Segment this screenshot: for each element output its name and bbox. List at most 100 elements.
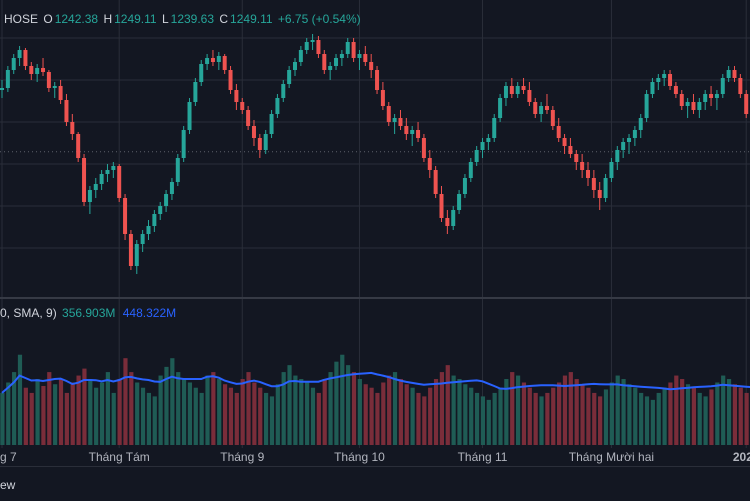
candle-body (140, 234, 145, 244)
x-tick-label: Tháng Tám (89, 450, 150, 464)
volume-bar (264, 392, 269, 445)
candle-body (650, 82, 655, 94)
volume-bar (639, 392, 644, 445)
candle-body (685, 102, 690, 106)
candle-body (304, 42, 309, 50)
candle-body (615, 150, 620, 162)
volume-params: 0, SMA, 9) (0, 306, 57, 320)
candle-body (574, 154, 579, 162)
volume-bar (744, 392, 749, 445)
candle-body (146, 226, 151, 234)
candle-body (714, 94, 719, 98)
volume-bar (305, 382, 310, 445)
volume-bar (539, 396, 544, 445)
candle-body (281, 84, 286, 98)
volume-bar (533, 392, 538, 445)
volume-bar (164, 366, 169, 445)
candle-body (152, 214, 157, 226)
volume-bar (70, 382, 75, 445)
candle-body (392, 118, 397, 122)
x-tick-label: 2025 (733, 450, 750, 464)
candle-body (35, 68, 40, 74)
candle-body (234, 90, 239, 102)
volume-bar (545, 392, 550, 445)
low-value: 1239.63 (170, 12, 215, 26)
volume-bar (439, 372, 444, 445)
candle-body (369, 62, 374, 70)
candle-body (732, 70, 737, 78)
volume-bar (94, 387, 99, 445)
volume-bar (592, 392, 597, 445)
candle-body (533, 102, 538, 114)
candle-body (210, 58, 215, 62)
candle-body (251, 126, 256, 138)
candle-body (468, 162, 473, 178)
candle-body (662, 74, 667, 78)
volume-bar (105, 372, 110, 445)
candle-body (52, 86, 57, 88)
volume-bar (662, 387, 667, 445)
volume-bar (316, 392, 321, 445)
candle-body (673, 86, 678, 94)
volume-bar (246, 372, 251, 445)
candle-body (668, 74, 673, 86)
candle-body (421, 138, 426, 158)
candle-body (175, 158, 180, 182)
volume-bar (732, 384, 737, 445)
candle-body (339, 54, 344, 58)
volume-bar (422, 396, 427, 445)
volume-bar (375, 392, 380, 445)
candle-body (0, 88, 4, 90)
volume-bar (557, 382, 562, 445)
volume-bar (644, 396, 650, 445)
volume-bar (562, 375, 568, 445)
volume-bar (293, 375, 298, 445)
candle-body (322, 54, 327, 70)
candle-body (744, 94, 749, 114)
candle-body (99, 174, 104, 184)
candle-body (410, 130, 415, 134)
volume-bar (269, 396, 275, 445)
symbol-label: HOSE (4, 12, 39, 26)
volume-bar (726, 379, 732, 445)
candle-body (41, 68, 46, 72)
volume-bar (193, 387, 198, 445)
volume-bar (240, 379, 245, 445)
candle-body (345, 42, 350, 54)
volume-bar (510, 372, 515, 445)
sma-value: 448.322M (122, 306, 177, 320)
candle-body (451, 210, 456, 226)
volume-bar (146, 392, 151, 445)
volume-bar (633, 387, 638, 445)
candle-body (638, 118, 643, 130)
candle-body (627, 138, 632, 142)
volume-bar (152, 396, 157, 445)
candle-body (287, 70, 292, 84)
candle-body (474, 150, 479, 162)
low-label: L (161, 12, 169, 26)
bottom-bar-text[interactable]: ew (0, 478, 16, 492)
volume-bar (199, 392, 204, 445)
candle-body (486, 138, 491, 142)
candle-body (134, 244, 139, 266)
candle-body (480, 142, 485, 150)
close-value: 1249.11 (230, 12, 273, 26)
volume-bar (738, 387, 743, 445)
candle-body (298, 50, 303, 62)
volume-bar (76, 375, 81, 445)
candle-body (58, 86, 63, 100)
volume-bar (299, 379, 304, 445)
candle-body (334, 58, 339, 66)
volume-bar (99, 382, 105, 445)
candle-body (193, 82, 198, 102)
candle-body (263, 134, 268, 150)
volume-bar (258, 387, 263, 445)
volume-bar (504, 379, 509, 445)
candle-body (720, 78, 725, 94)
volume-bar (433, 379, 439, 445)
candle-body (123, 198, 128, 234)
x-tick-label: Tháng 11 (458, 450, 508, 464)
volume-bar (252, 382, 257, 445)
volume-bar (0, 392, 5, 445)
